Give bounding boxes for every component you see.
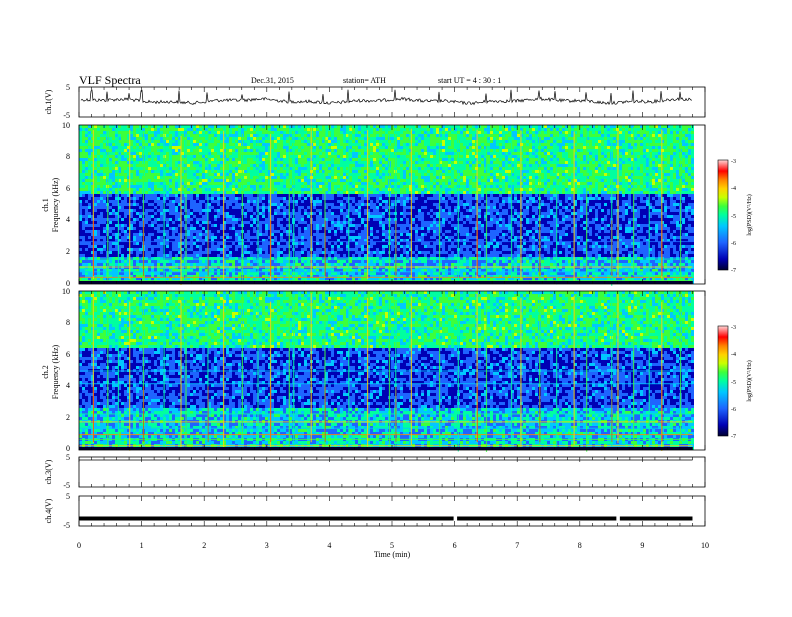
x-tick-label: 1 xyxy=(140,541,144,550)
x-tick-label: 6 xyxy=(453,541,457,550)
ch1-colorbar xyxy=(718,160,728,270)
x-tick-label: 10 xyxy=(701,541,709,550)
figure-title: VLF Spectra xyxy=(79,73,141,87)
ch4-waveform-panel: 5 -5 ch.4(V) xyxy=(44,492,705,530)
ch1-cbar-tick-m6: -6 xyxy=(731,241,736,247)
ch3-waveform-panel: 5 -5 ch.3(V) xyxy=(44,453,705,490)
ch1-ylabel: ch.1(V) xyxy=(44,89,53,114)
ch1-waveform-trace xyxy=(81,90,692,105)
ch2-ytick-2: 2 xyxy=(66,413,70,422)
x-tick-label: 3 xyxy=(265,541,269,550)
x-tick-label: 7 xyxy=(515,541,519,550)
ch2-ytick-6: 6 xyxy=(66,350,70,359)
ch2-freq-label: Frequency (kHz) xyxy=(51,344,60,399)
ch2-spectrogram-panel: 0 2 4 6 8 10 ch.2 Frequency (kHz) -3 -4 … xyxy=(41,287,753,453)
ch2-spectrogram-image xyxy=(79,291,694,452)
x-tick-label: 4 xyxy=(327,541,331,550)
ch2-ytick-10: 10 xyxy=(62,287,70,296)
ch1-ytick-10: 10 xyxy=(62,121,70,130)
ch1-ytick-8: 8 xyxy=(66,152,70,161)
ch2-ytick-8: 8 xyxy=(66,318,70,327)
ch3-ylabel: ch.3(V) xyxy=(44,459,53,484)
ch3-ytick-bottom: -5 xyxy=(63,481,70,490)
ch1-channel-label: ch.1 xyxy=(41,198,50,212)
ch2-cbar-tick-m4: -4 xyxy=(731,352,736,358)
ch2-cbar-tick-m7: -7 xyxy=(731,434,736,440)
ch1-cbar-tick-m5: -5 xyxy=(731,214,736,220)
ch1-ytick-bottom: -5 xyxy=(63,111,70,120)
date-label: Dec.31, 2015 xyxy=(251,76,294,85)
ch4-ytick-top: 5 xyxy=(66,492,70,501)
time-axis-labels: 0 1 2 3 4 5 6 7 8 9 10 xyxy=(77,541,709,550)
ch2-cbar-label: log(PSD)(V²/Hz) xyxy=(746,360,753,401)
ch2-cbar-tick-m6: -6 xyxy=(731,407,736,413)
ch1-waveform-panel: 5 -5 ch.1(V) xyxy=(44,83,705,120)
ch4-ytick-bottom: -5 xyxy=(63,521,70,530)
ch2-channel-label: ch.2 xyxy=(41,365,50,379)
ch3-ytick-top: 5 xyxy=(66,453,70,462)
station-label: station= ATH xyxy=(343,76,386,85)
x-tick-label: 5 xyxy=(390,541,394,550)
ch1-cbar-tick-m3: -3 xyxy=(731,159,736,165)
ch2-ytick-0: 0 xyxy=(66,444,70,453)
x-tick-label: 9 xyxy=(640,541,644,550)
x-axis-label: Time (min) xyxy=(374,550,411,559)
x-tick-label: 0 xyxy=(77,541,81,550)
ch1-spectrogram-image xyxy=(79,125,694,286)
start-time-label: start UT = 4 : 30 : 1 xyxy=(438,76,501,85)
ch4-waveform-trace xyxy=(79,517,692,521)
ch1-cbar-label: log(PSD)(V²/Hz) xyxy=(746,194,753,235)
ch1-spectrogram-panel: 0 2 4 6 8 10 ch.1 Frequency (kHz) -3 -4 … xyxy=(41,121,753,288)
ch2-cbar-tick-m5: -5 xyxy=(731,380,736,386)
ch4-ylabel: ch.4(V) xyxy=(44,498,53,523)
ch1-freq-label: Frequency (kHz) xyxy=(51,177,60,232)
ch1-ytick-6: 6 xyxy=(66,184,70,193)
ch2-ytick-4: 4 xyxy=(66,381,70,390)
ch1-ytick-4: 4 xyxy=(66,215,70,224)
x-tick-label: 2 xyxy=(202,541,206,550)
ch2-colorbar xyxy=(718,326,728,436)
ch1-cbar-tick-m7: -7 xyxy=(731,268,736,274)
ch1-cbar-tick-m4: -4 xyxy=(731,186,736,192)
x-tick-label: 8 xyxy=(578,541,582,550)
ch1-ytick-2: 2 xyxy=(66,247,70,256)
ch2-cbar-tick-m3: -3 xyxy=(731,325,736,331)
ch1-ytick-top: 5 xyxy=(66,83,70,92)
